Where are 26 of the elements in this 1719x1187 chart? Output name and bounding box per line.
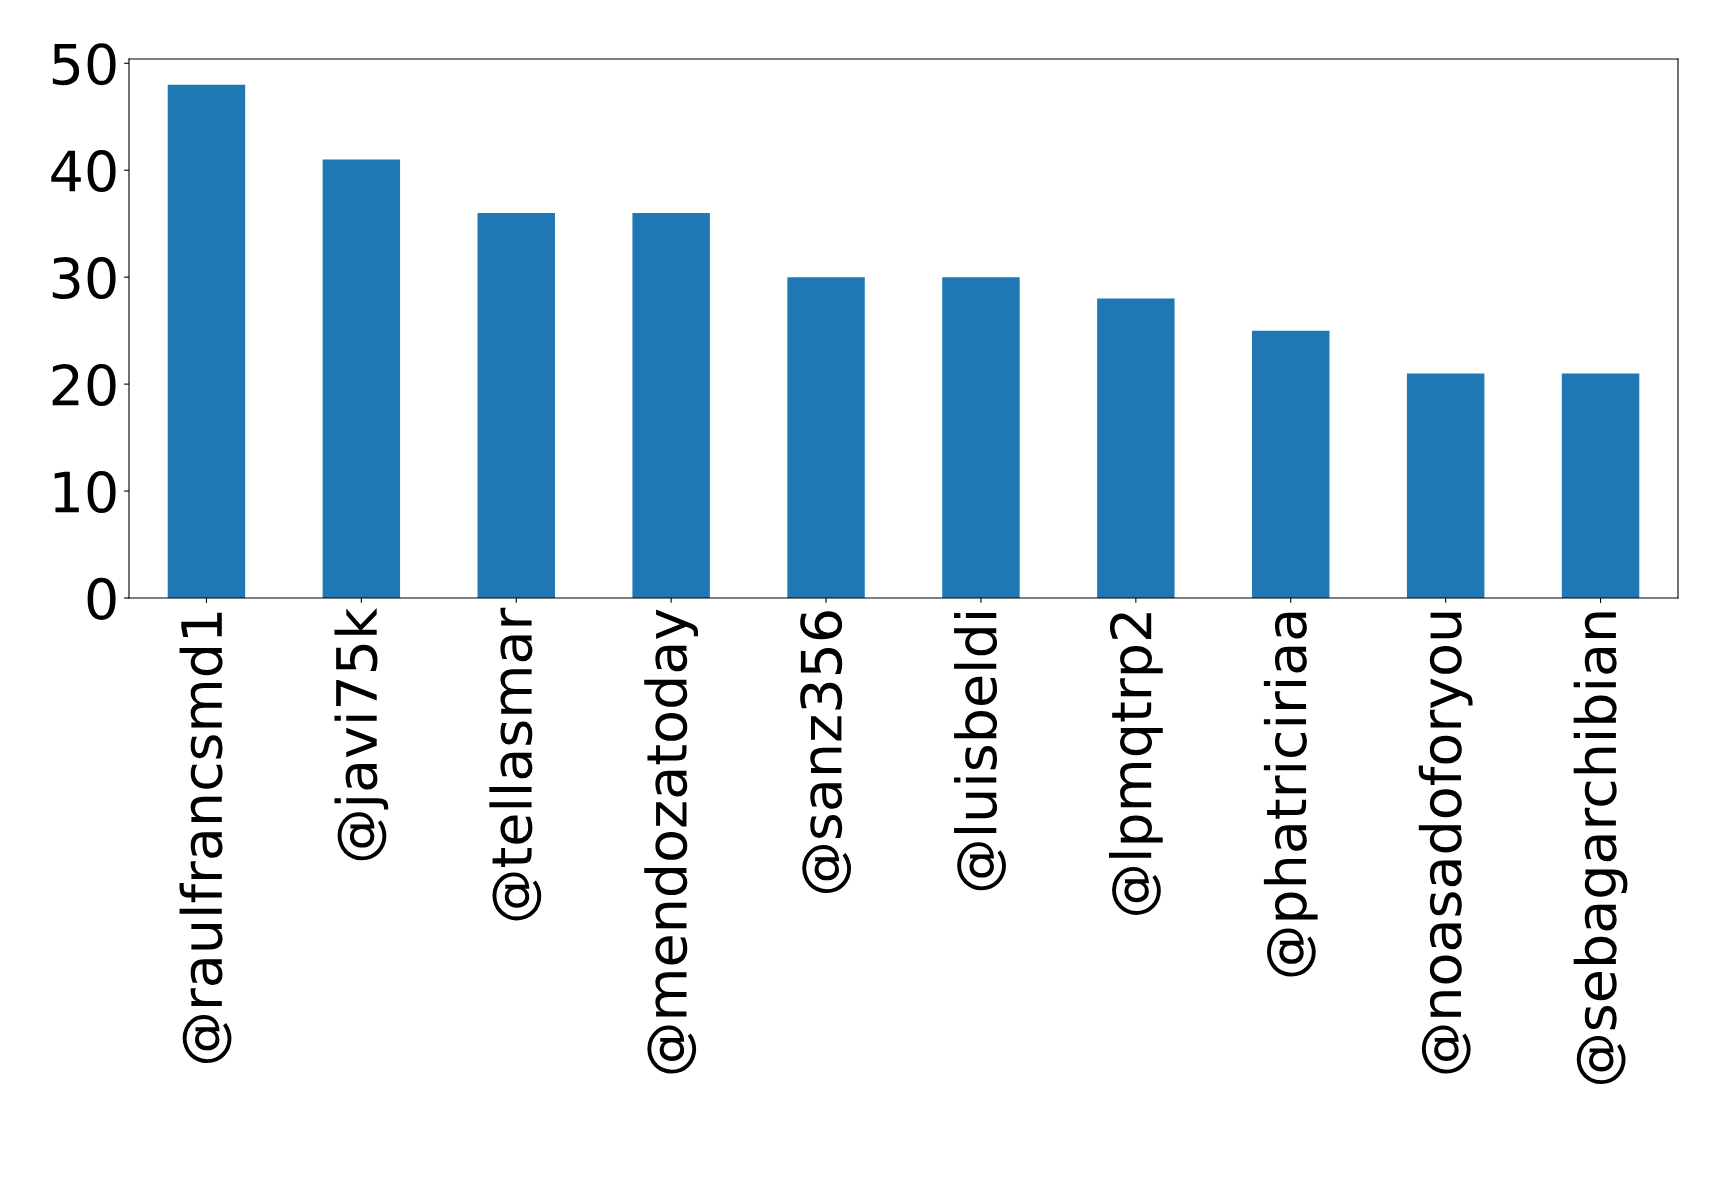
x-tick-label: @phatriciriaa <box>1263 612 1318 977</box>
bar <box>632 213 710 598</box>
y-tick-label: 50 <box>52 43 116 86</box>
bar <box>787 277 865 598</box>
bar <box>167 84 246 598</box>
x-tick-label: @tellasmar <box>489 607 542 921</box>
y-tick-label: 40 <box>51 150 116 193</box>
x-tick-label: @mendozatoday <box>644 609 699 1074</box>
x-tick-label: @lpmqtrp2 <box>1108 613 1163 915</box>
bar <box>322 159 401 598</box>
y-tick-label: 20 <box>52 363 116 407</box>
bar <box>942 277 1020 598</box>
x-tick-label: @raulfrancsmd1 <box>179 612 232 1064</box>
x-tick-label: @luisbeldi <box>954 612 1006 891</box>
x-tick-label: @sanz356 <box>800 611 852 894</box>
bar <box>1406 373 1485 598</box>
bar <box>477 213 555 598</box>
bar <box>1561 373 1640 598</box>
bar <box>1097 298 1175 598</box>
y-tick-label: 10 <box>54 470 116 513</box>
x-tick-label: @noasadoforyou <box>1418 612 1473 1074</box>
bar <box>1252 330 1330 598</box>
y-tick-label: 30 <box>52 257 116 300</box>
x-tick-label: @sebagarchibian <box>1573 612 1628 1085</box>
y-tick-label: 0 <box>87 577 116 620</box>
x-tick-label: @javi75k <box>334 607 389 861</box>
